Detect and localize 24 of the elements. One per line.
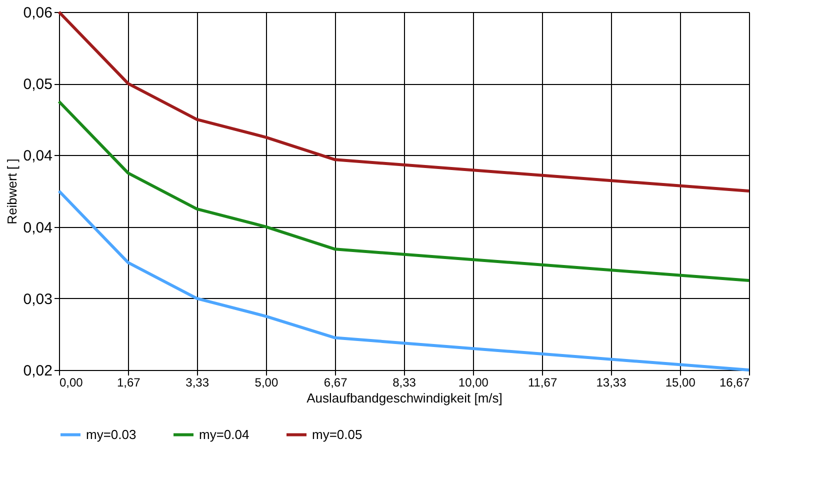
x-tick-label: 13,33 bbox=[596, 376, 627, 390]
x-tick-label: 15,00 bbox=[665, 376, 696, 390]
x-tick-label: 5,00 bbox=[254, 376, 278, 390]
x-tick-label: 16,67 bbox=[719, 376, 750, 390]
legend-label: my=0.05 bbox=[312, 426, 362, 442]
legend-label: my=0.04 bbox=[199, 426, 250, 442]
line-series bbox=[58, 190, 750, 372]
legend-label: my=0.03 bbox=[86, 426, 136, 442]
x-tick-label: 6,67 bbox=[324, 376, 348, 390]
x-tick-label: 11,67 bbox=[528, 376, 558, 390]
y-tick-label: 0,06 bbox=[23, 4, 52, 22]
x-tick-label: 0,00 bbox=[60, 376, 84, 390]
x-axis-title: Auslaufbandgeschwindigkeit [m/s] bbox=[306, 390, 502, 406]
y-tick-label: 0,04 bbox=[23, 148, 52, 165]
y-tick-label: 0,05 bbox=[23, 76, 52, 94]
x-tick-label: 1,67 bbox=[116, 376, 141, 390]
line-series bbox=[58, 100, 750, 282]
y-axis-title: Reibwert [ ] bbox=[4, 158, 20, 224]
y-tick-label: 0,03 bbox=[23, 290, 52, 308]
y-tick-label: 0,04 bbox=[23, 219, 52, 236]
y-tick-label: 0,02 bbox=[23, 362, 52, 380]
x-tick-label: 3,33 bbox=[186, 376, 210, 390]
x-tick-label: 10,00 bbox=[458, 376, 489, 390]
x-tick-label: 8,33 bbox=[392, 376, 416, 390]
